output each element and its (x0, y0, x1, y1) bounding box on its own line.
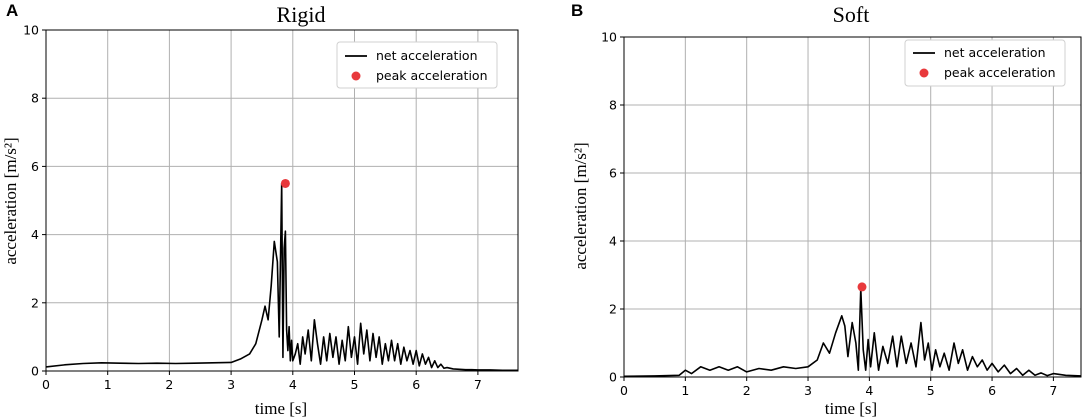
x-tick-label-soft: 1 (681, 383, 689, 398)
chart-title-rigid: Rigid (277, 2, 326, 27)
series-line-net-acceleration-rigid (45, 182, 518, 372)
y-tick-label-soft: 0 (609, 370, 617, 385)
legend-net-acceleration-soft: net acceleration (944, 45, 1046, 60)
y-tick-label-soft: 10 (601, 30, 617, 45)
y-tick-label-rigid: 2 (31, 295, 39, 310)
ticks-soft: 0 1 2 3 4 5 6 7 0 2 4 6 8 10 (601, 30, 1057, 399)
y-tick-label-soft: 6 (609, 166, 617, 181)
x-tick-label-rigid: 6 (412, 377, 420, 392)
y-axis-label-rigid: acceleration [m/s²] (1, 137, 20, 264)
x-tick-label-rigid: 0 (42, 377, 50, 392)
panel-rigid: A Rigid time [s] acceleration [m/s²] 0 1 2… (1, 1, 519, 418)
x-axis-label-rigid: time [s] (255, 399, 307, 418)
x-tick-label-soft: 2 (743, 383, 751, 398)
legend-marker-swatch-soft (919, 68, 929, 78)
y-tick-label-soft: 4 (609, 234, 617, 249)
y-tick-label-rigid: 0 (31, 364, 39, 379)
x-tick-label-soft: 0 (620, 383, 628, 398)
x-tick-label-soft: 5 (927, 383, 935, 398)
series-layer-rigid (45, 178, 518, 372)
plot-frame-rigid (45, 29, 519, 372)
y-tick-label-rigid: 6 (31, 159, 39, 174)
x-tick-label-soft: 4 (865, 383, 873, 398)
x-tick-label-rigid: 4 (289, 377, 297, 392)
x-tick-label-soft: 6 (988, 383, 996, 398)
series-layer-soft (623, 282, 1082, 378)
y-tick-label-soft: 8 (609, 98, 617, 113)
legend-box-soft (904, 39, 1066, 87)
x-axis-label-soft: time [s] (825, 399, 877, 418)
series-line-net-acceleration-soft (623, 287, 1082, 378)
y-tick-label-soft: 2 (609, 302, 617, 317)
x-tick-label-rigid: 3 (227, 377, 235, 392)
panel-letter-a: A (6, 1, 18, 20)
plot-frame-soft (623, 36, 1082, 378)
legend-soft: net acceleration peak acceleration (904, 39, 1066, 87)
legend-peak-acceleration-soft: peak acceleration (944, 65, 1056, 80)
chart-title-soft: Soft (833, 2, 870, 27)
legend-box-rigid (336, 41, 498, 89)
panel-soft: B Soft time [s] acceleration [m/s²] 0 1 2 3… (571, 1, 1082, 418)
legend-net-acceleration-rigid: net acceleration (376, 48, 478, 63)
ticks-rigid: 0 1 2 3 4 5 6 7 0 2 4 6 8 10 (23, 23, 482, 393)
legend-marker-swatch-rigid (351, 71, 361, 81)
x-tick-label-soft: 7 (1049, 383, 1057, 398)
x-tick-label-rigid: 1 (104, 377, 112, 392)
peak-acceleration-point-rigid (280, 178, 290, 188)
x-tick-label-rigid: 5 (351, 377, 359, 392)
peak-acceleration-point-soft (857, 282, 867, 292)
x-tick-label-rigid: 7 (474, 377, 482, 392)
x-tick-label-soft: 3 (804, 383, 812, 398)
y-axis-label-soft: acceleration [m/s²] (571, 142, 590, 269)
y-tick-label-rigid: 4 (31, 227, 39, 242)
panel-letter-b: B (571, 1, 583, 20)
y-tick-label-rigid: 10 (23, 23, 39, 38)
y-tick-label-rigid: 8 (31, 91, 39, 106)
x-tick-label-rigid: 2 (165, 377, 173, 392)
legend-peak-acceleration-rigid: peak acceleration (376, 68, 488, 83)
legend-rigid: net acceleration peak acceleration (336, 41, 498, 89)
